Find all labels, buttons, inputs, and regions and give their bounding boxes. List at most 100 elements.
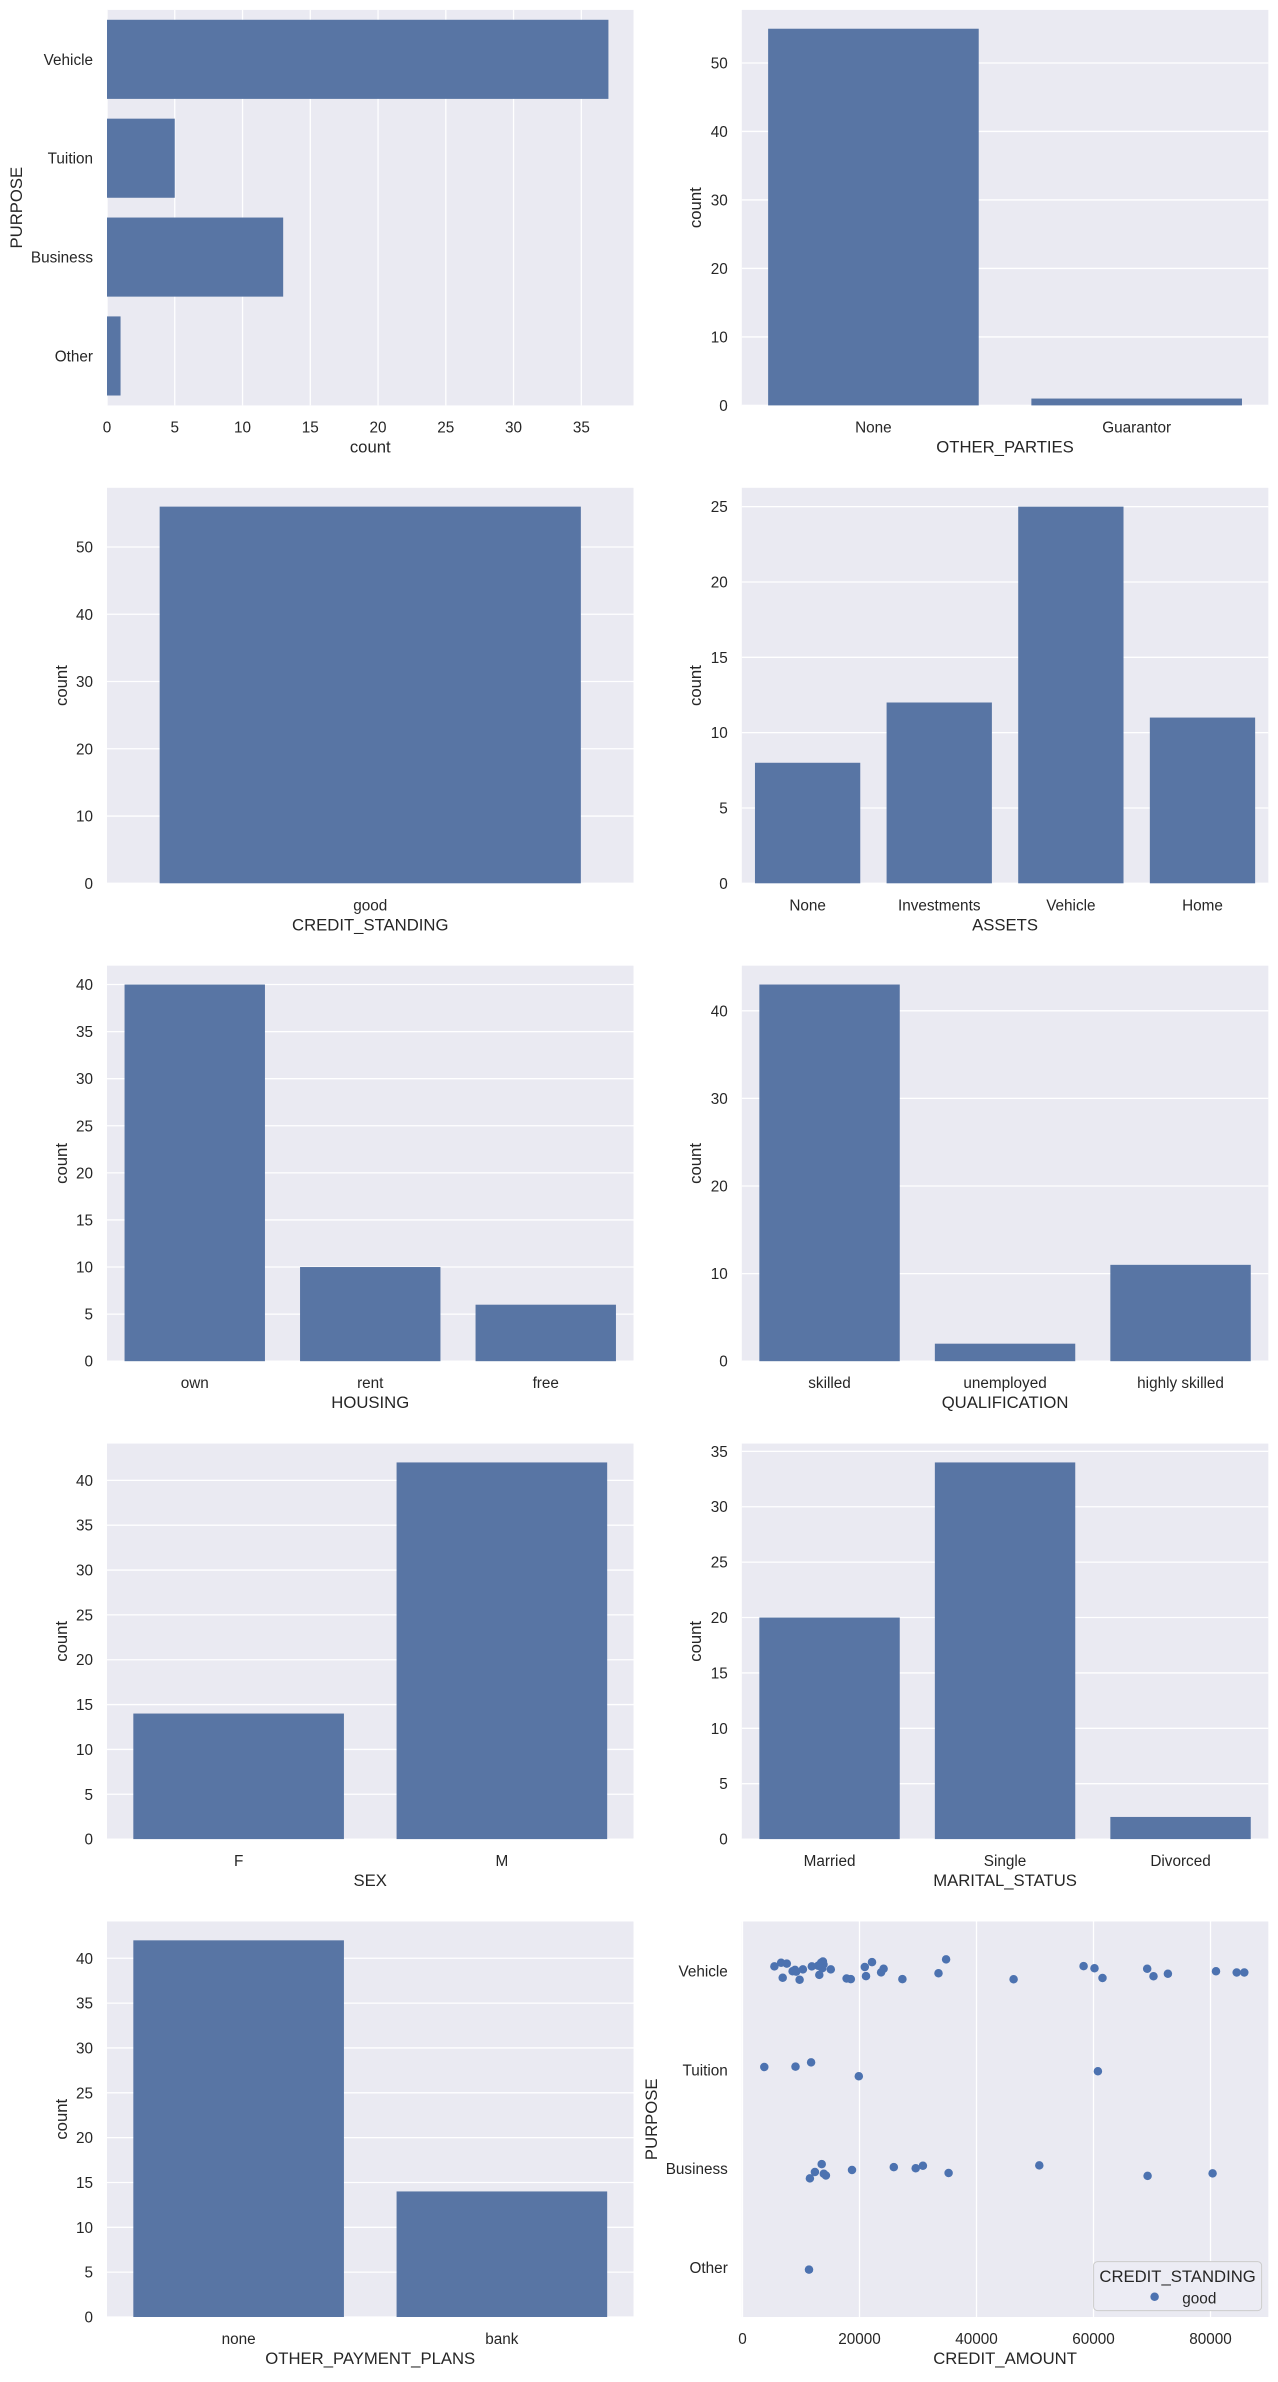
y-tick-label: 25	[76, 1118, 93, 1135]
y-tick-label: 10	[711, 1721, 728, 1738]
bar-married	[759, 1617, 900, 1840]
x-tick-label: 60000	[1072, 2331, 1115, 2348]
y-tick-label: 15	[711, 650, 728, 667]
x-tick-label: Divorced	[1150, 1853, 1210, 1870]
scatter-point	[821, 2171, 831, 2180]
y-axis-label: count	[52, 1621, 71, 1662]
chart-other-payment-plans: 0 5 10 15 20 25 30 35 40 none bank OTHER_PAYMENT_PL…	[52, 1921, 634, 2368]
axes-background	[741, 1921, 1269, 2317]
scatter-point	[805, 2174, 815, 2183]
bar-highly-skilled	[1110, 1264, 1251, 1362]
y-tick-label: 30	[76, 674, 93, 691]
y-tick-label: Vehicle	[678, 1963, 727, 1980]
scatter-point	[1163, 1969, 1173, 1978]
bar-skilled	[759, 984, 900, 1362]
bar-none	[768, 28, 979, 406]
y-tick-label: 20	[76, 741, 93, 758]
scatter-point	[889, 2162, 899, 2172]
y-tick-label: 5	[84, 1787, 93, 1804]
x-axis-label: count	[350, 437, 391, 456]
bar-good	[159, 506, 581, 884]
scatter-point	[1211, 1966, 1221, 1976]
chart-sex: 0 5 10 15 20 25 30 35 40 F M SEX count	[52, 1443, 634, 1890]
x-axis-label: OTHER_PARTIES	[936, 437, 1074, 456]
y-tick-label: 40	[76, 607, 93, 624]
y-tick-label: 10	[711, 725, 728, 742]
x-tick-label: 0	[738, 2331, 747, 2348]
y-axis-label: count	[52, 665, 71, 706]
y-tick-label: 30	[76, 1071, 93, 1088]
scatter-point	[898, 1974, 907, 1984]
y-tick-label: 0	[84, 876, 93, 893]
scatter-point	[810, 2167, 820, 2177]
chart-count: 0 5 10 15 20 25 30 35 Vehicle Tuition Business Othe…	[7, 9, 634, 456]
y-axis-label: PURPOSE	[7, 167, 26, 249]
y-tick-label: 40	[76, 1473, 93, 1490]
y-axis-label: count	[686, 665, 705, 706]
x-axis-label: HOUSING	[331, 1393, 409, 1412]
y-tick-label: 0	[84, 2310, 93, 2327]
y-tick-label: 15	[76, 1212, 93, 1229]
scatter-point	[860, 1962, 870, 1972]
legend-title: CREDIT_STANDING	[1099, 2267, 1255, 2286]
scatter-point	[1208, 2169, 1217, 2178]
x-axis-label: ASSETS	[972, 915, 1038, 934]
scatter-point	[806, 2058, 816, 2067]
chart-housing: 0 5 10 15 20 25 30 35 40 own rent free HOUSING count	[52, 965, 634, 1412]
bar-vehicle	[107, 19, 609, 99]
scatter-point	[846, 1974, 856, 1984]
scatter-point	[760, 2062, 769, 2072]
y-axis-label: count	[686, 1621, 705, 1662]
legend-entry-label: good	[1182, 2291, 1216, 2308]
y-tick-label: 5	[84, 2265, 93, 2282]
scatter-point	[791, 2062, 800, 2071]
scatter-point	[867, 1957, 877, 1967]
scatter-point	[941, 1955, 951, 1964]
scatter-point	[1093, 2066, 1103, 2076]
scatter-point	[815, 1970, 824, 1980]
chart-marital-status: 0 5 10 15 20 25 30 35 Married Single Divorced MARIT…	[686, 1443, 1269, 1890]
y-tick-label: 0	[84, 1354, 93, 1371]
x-tick-label: rent	[357, 1375, 384, 1392]
chart-qualification: 0 10 20 30 40 skilled unemployed highly skilled…	[686, 965, 1269, 1412]
bar-other	[107, 316, 121, 396]
bar-business	[107, 217, 284, 297]
x-tick-label: unemployed	[963, 1375, 1046, 1392]
scatter-point	[770, 1962, 779, 1971]
bar-tuition	[107, 118, 175, 198]
scatter-point	[847, 2165, 857, 2175]
y-tick-label: Business	[666, 2161, 728, 2178]
x-tick-label: Married	[804, 1853, 856, 1870]
x-tick-label: 20000	[838, 2331, 881, 2348]
x-axis-label: QUALIFICATION	[942, 1393, 1069, 1412]
bar-none	[754, 762, 861, 884]
y-tick-label: 10	[76, 1260, 93, 1277]
x-tick-label: 15	[302, 419, 319, 436]
y-tick-label: 35	[76, 1024, 93, 1041]
scatter-point	[790, 1965, 800, 1975]
y-tick-label: 20	[711, 1610, 728, 1627]
y-tick-label: 50	[76, 539, 93, 556]
y-tick-label: 5	[84, 1307, 93, 1324]
x-tick-label: None	[789, 897, 826, 914]
x-tick-label: 5	[171, 419, 180, 436]
bar-m	[396, 1462, 608, 1840]
scatter-point	[817, 2159, 826, 2169]
x-axis-label: CREDIT_STANDING	[292, 915, 448, 934]
x-tick-label: skilled	[808, 1375, 851, 1392]
y-tick-label: 10	[711, 329, 728, 346]
x-axis-label: CREDIT_AMOUNT	[933, 2349, 1077, 2368]
x-tick-label: own	[181, 1375, 209, 1392]
x-tick-label: highly skilled	[1137, 1375, 1224, 1392]
y-tick-label: Business	[31, 250, 93, 267]
scatter-point	[911, 2164, 920, 2173]
x-tick-label: Guarantor	[1102, 419, 1171, 436]
y-tick-label: 10	[76, 1742, 93, 1759]
y-tick-label: 30	[711, 1091, 728, 1108]
y-tick-label: 35	[76, 1518, 93, 1535]
bar-investments	[886, 702, 992, 884]
scatter-point	[876, 1968, 886, 1977]
x-tick-label: Single	[984, 1853, 1027, 1870]
